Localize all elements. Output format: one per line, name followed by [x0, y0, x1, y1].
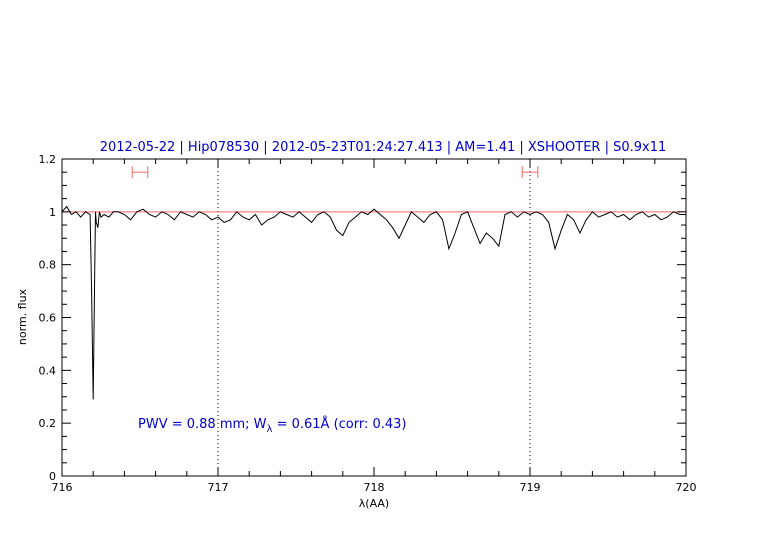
x-tick-label: 719 [520, 481, 541, 494]
pwv-annotation: PWV = 0.88 mm; Wλ = 0.61Å (corr: 0.43) [138, 416, 407, 435]
x-tick-label: 720 [676, 481, 697, 494]
y-tick-label: 1.2 [39, 153, 57, 166]
axes-layer: 716 717 718 719 720 0 0.2 0.4 0.6 0.8 1 1.2 [39, 153, 697, 494]
y-tick-label: 0.4 [39, 364, 57, 377]
y-tick-label: 0 [49, 470, 56, 483]
chart-title: 2012-05-22 | Hip078530 | 2012-05-23T01:2… [100, 140, 667, 155]
y-tick-label: 1 [49, 206, 56, 219]
interval-marker [521, 166, 539, 179]
y-tick-label: 0.2 [39, 417, 57, 430]
x-tick-label: 716 [52, 481, 73, 494]
y-tick-label: 0.6 [39, 312, 57, 325]
y-axis-label: norm. flux [16, 288, 29, 345]
interval-marker [131, 166, 149, 179]
x-tick-label: 717 [208, 481, 229, 494]
series-layer [61, 205, 686, 400]
x-axis-label: λ(AA) [359, 497, 389, 510]
y-tick-label: 0.8 [39, 259, 57, 272]
annotation-prefix: PWV = 0.88 mm; W [138, 417, 267, 432]
x-tick-label: 718 [364, 481, 385, 494]
annotation-suffix: = 0.61Å (corr: 0.43) [272, 416, 406, 432]
spectrum-line [61, 205, 686, 400]
reference-layer [62, 159, 686, 476]
annotation-subscript: λ [267, 424, 273, 435]
